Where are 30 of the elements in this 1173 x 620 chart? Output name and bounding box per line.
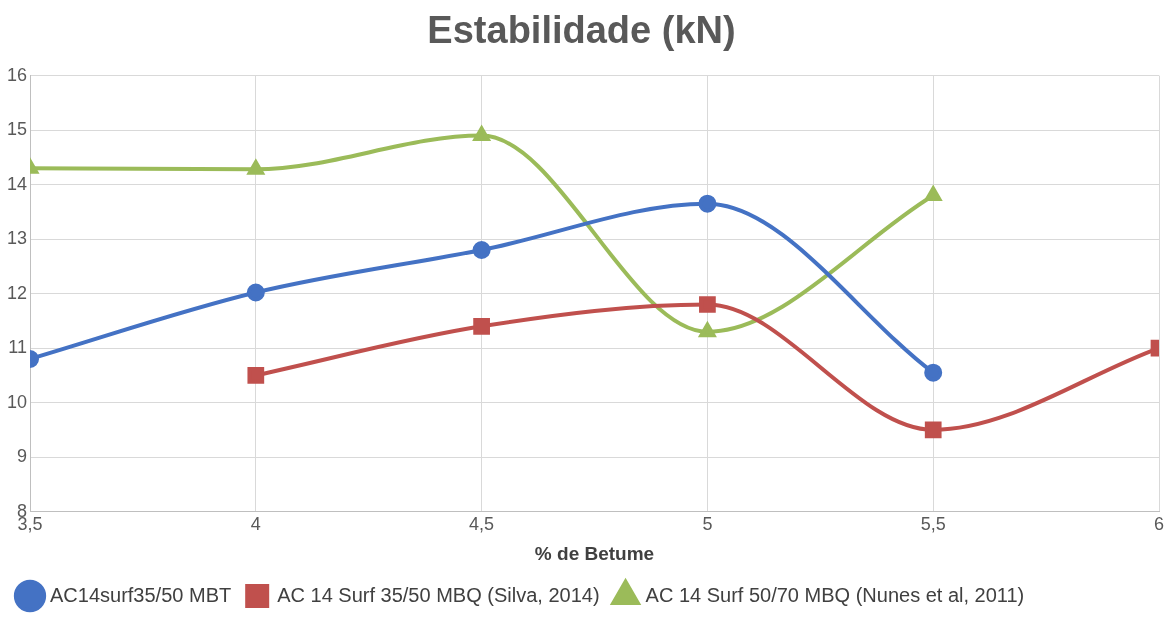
point	[247, 160, 264, 175]
point	[924, 421, 942, 439]
point	[699, 322, 716, 338]
y-tick-label: 14	[6, 173, 28, 194]
x-tick-label: 4,5	[469, 514, 495, 535]
y-tick-label: 10	[6, 391, 28, 412]
point	[698, 194, 717, 213]
x-tick-label: 5	[702, 514, 713, 535]
point	[699, 296, 716, 313]
y-tick-label: 9	[17, 446, 28, 467]
chart-title: Estabilidade (kN)	[427, 9, 736, 52]
point	[246, 283, 265, 302]
y-tick-label: 11	[8, 337, 28, 358]
point	[924, 363, 943, 382]
y-tick-label: 16	[6, 64, 28, 85]
legend-label: AC 14 Surf 35/50 MBQ (Silva, 2014)	[277, 583, 600, 606]
point	[247, 366, 265, 384]
x-tick-label: 4	[250, 514, 261, 535]
x-axis-title: % de Betume	[534, 542, 655, 564]
point	[925, 186, 942, 201]
y-tick-label: 13	[6, 228, 28, 249]
legend-label: AC 14 Surf 50/70 MBQ (Nunes et al, 2011)	[645, 583, 1025, 606]
y-tick-label: 15	[6, 119, 28, 140]
point	[472, 241, 491, 259]
point	[472, 124, 491, 142]
legend-label: AC14surf35/50 MBT	[50, 583, 232, 606]
y-tick-label: 12	[6, 282, 28, 303]
point	[473, 317, 490, 335]
x-tick-label: 6	[1153, 514, 1165, 535]
x-tick-label: 5,5	[920, 514, 946, 535]
